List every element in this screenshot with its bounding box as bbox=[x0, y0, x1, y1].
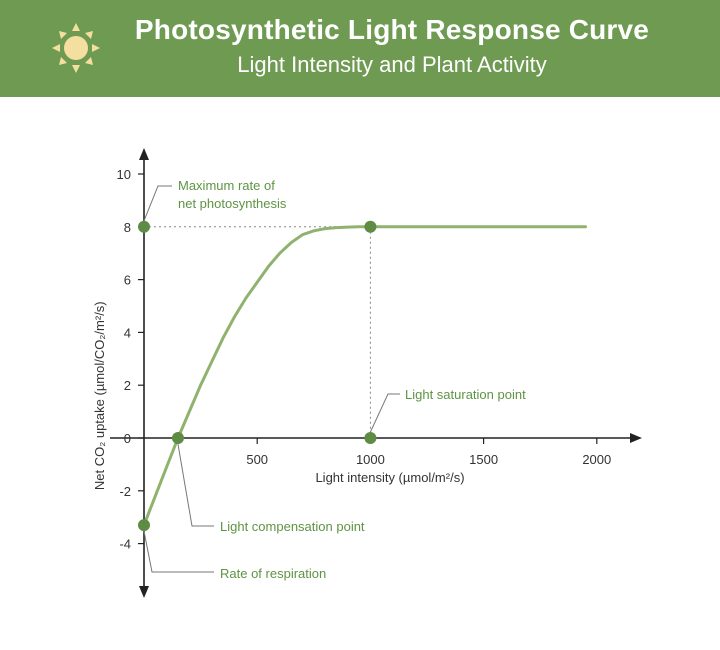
x-axis-label: Light intensity (µmol/m²/s) bbox=[315, 470, 464, 485]
response-curve-line bbox=[142, 225, 587, 527]
y-axis-arrow-up bbox=[139, 148, 149, 160]
y-tick-label: 2 bbox=[124, 378, 131, 393]
respiration-label: Rate of respiration bbox=[220, 566, 326, 581]
saturation-label: Light saturation point bbox=[405, 387, 526, 402]
max-rate-leader bbox=[143, 185, 172, 221]
max-rate-label: Maximum rate of bbox=[178, 178, 275, 193]
y-axis-label: Net CO₂ uptake (µmol/CO₂/m²/s) bbox=[92, 301, 107, 490]
y-tick-label: 6 bbox=[124, 273, 131, 288]
page-subtitle: Light Intensity and Plant Activity bbox=[237, 52, 547, 77]
y-tick-label: 10 bbox=[117, 167, 131, 182]
point-compensation bbox=[171, 432, 184, 444]
x-axis-arrow bbox=[630, 433, 642, 443]
y-tick-label: 4 bbox=[124, 325, 131, 340]
sun-icon bbox=[52, 23, 100, 73]
x-tick-label: 1000 bbox=[356, 452, 385, 467]
page-title: Photosynthetic Light Response Curve bbox=[134, 14, 650, 45]
compensation-leader bbox=[177, 443, 214, 527]
max-rate-label: net photosynthesis bbox=[178, 196, 287, 211]
y-axis-arrow-down bbox=[139, 586, 149, 598]
point-max-rate bbox=[138, 220, 150, 233]
y-tick-label: -4 bbox=[119, 537, 131, 552]
saturation-leader bbox=[369, 393, 400, 433]
point-saturation-axis bbox=[364, 432, 377, 444]
compensation-label: Light compensation point bbox=[220, 519, 365, 534]
x-tick-label: 500 bbox=[246, 452, 268, 467]
point-saturation-peak bbox=[364, 220, 377, 233]
header-banner: Photosynthetic Light Response Curve Ligh… bbox=[0, 0, 720, 97]
y-tick-label: -2 bbox=[119, 484, 131, 499]
respiration-leader bbox=[143, 531, 214, 573]
x-tick-label: 2000 bbox=[582, 452, 611, 467]
point-respiration bbox=[138, 519, 150, 532]
x-tick-label: 1500 bbox=[469, 452, 498, 467]
y-tick-label: 8 bbox=[124, 220, 131, 235]
y-tick-label: 0 bbox=[124, 431, 131, 446]
